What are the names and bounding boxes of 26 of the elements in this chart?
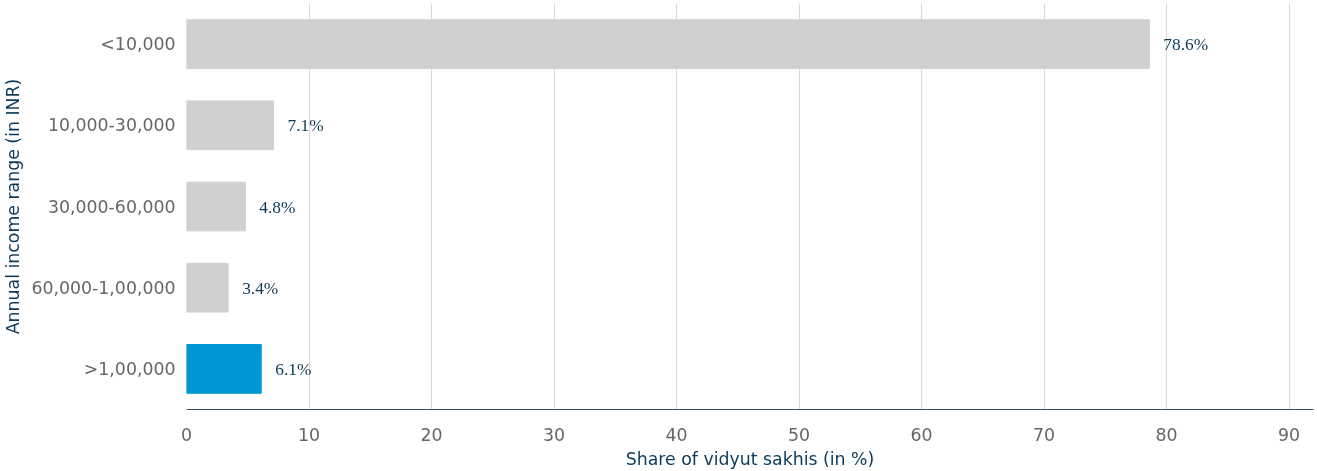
y-tick-label: 30,000-60,000 bbox=[47, 196, 176, 217]
data-label: 6.1% bbox=[275, 359, 312, 379]
x-tick-label: 50 bbox=[787, 424, 811, 445]
x-tick-label: 90 bbox=[1277, 424, 1301, 445]
y-tick-label: <10,000 bbox=[100, 34, 176, 55]
x-tick-label: 60 bbox=[910, 424, 933, 445]
y-tick-label: 10,000-30,000 bbox=[47, 115, 176, 136]
x-tick-label: 30 bbox=[542, 424, 566, 445]
x-tick-label: 10 bbox=[297, 424, 321, 445]
x-tick-label: 70 bbox=[1032, 424, 1056, 445]
y-axis-title: Annual income range (in INR) bbox=[3, 78, 24, 335]
x-axis-title: Share of vidyut sakhis (in %) bbox=[625, 448, 875, 469]
data-label: 7.1% bbox=[287, 116, 324, 136]
bar bbox=[186, 100, 274, 151]
data-label: 78.6% bbox=[1163, 35, 1209, 55]
bar bbox=[186, 344, 262, 394]
bar bbox=[186, 262, 229, 313]
x-tick-label: 0 bbox=[180, 424, 193, 445]
x-tick-label: 40 bbox=[665, 424, 688, 445]
y-tick-label: >1,00,000 bbox=[83, 358, 176, 379]
data-label: 4.8% bbox=[259, 197, 296, 217]
data-label: 3.4% bbox=[242, 278, 279, 298]
y-tick-label: 60,000-1,00,000 bbox=[31, 277, 176, 298]
x-tick-label: 20 bbox=[420, 424, 443, 445]
x-tick-label: 80 bbox=[1155, 424, 1178, 445]
bar bbox=[186, 181, 246, 232]
